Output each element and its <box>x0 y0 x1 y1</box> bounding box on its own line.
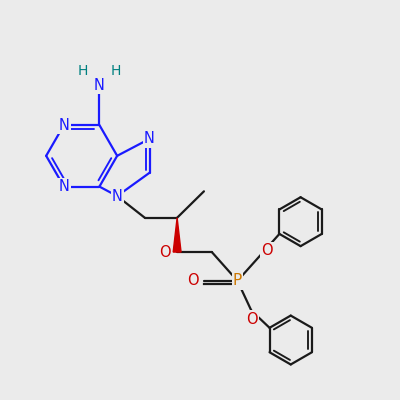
Text: N: N <box>58 118 69 132</box>
Text: N: N <box>144 131 155 146</box>
Text: N: N <box>112 188 123 204</box>
Text: H: H <box>78 64 88 78</box>
Text: H: H <box>111 64 121 78</box>
Text: O: O <box>261 243 273 258</box>
Text: N: N <box>58 179 69 194</box>
Polygon shape <box>173 218 181 252</box>
Text: O: O <box>160 244 171 260</box>
Text: O: O <box>246 312 258 327</box>
Text: P: P <box>233 273 242 288</box>
Text: O: O <box>187 272 199 288</box>
Text: N: N <box>94 78 105 93</box>
